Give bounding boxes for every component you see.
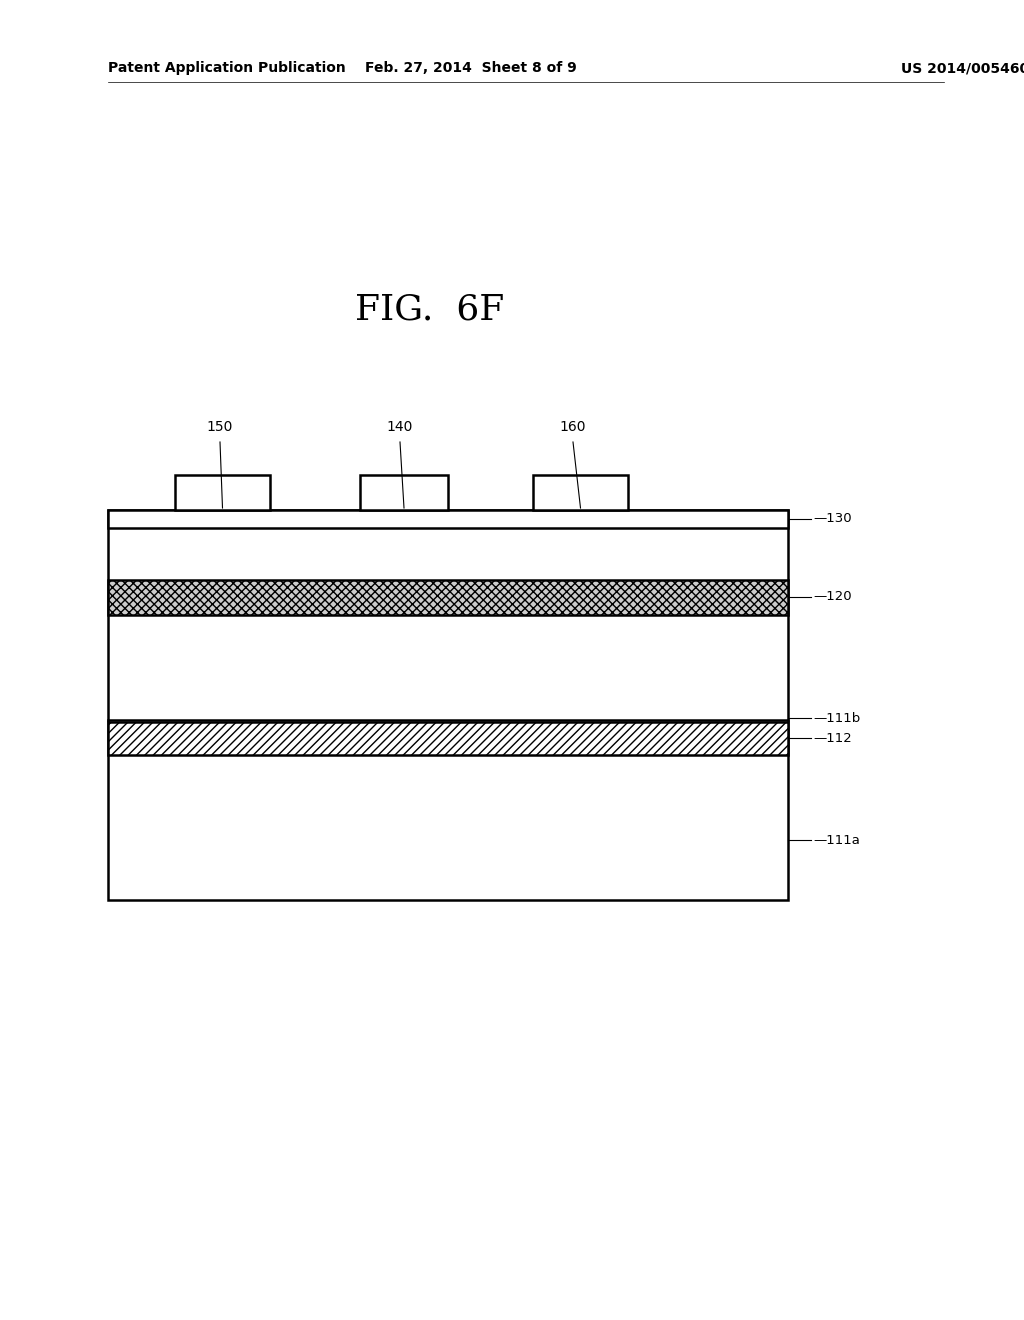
- Text: —120: —120: [813, 590, 852, 603]
- Bar: [108, 510, 788, 900]
- Text: —130: —130: [813, 512, 852, 525]
- Text: Feb. 27, 2014  Sheet 8 of 9: Feb. 27, 2014 Sheet 8 of 9: [366, 61, 577, 75]
- Text: —111a: —111a: [813, 833, 860, 846]
- Text: Patent Application Publication: Patent Application Publication: [108, 61, 346, 75]
- Text: —111b: —111b: [813, 711, 860, 725]
- Bar: [360, 475, 449, 510]
- Text: 150: 150: [207, 420, 233, 434]
- Bar: [175, 475, 270, 510]
- Bar: [108, 722, 788, 755]
- Bar: [108, 510, 788, 528]
- Text: —112: —112: [813, 731, 852, 744]
- Text: 160: 160: [560, 420, 587, 434]
- Text: 140: 140: [387, 420, 414, 434]
- Text: US 2014/0054600 A1: US 2014/0054600 A1: [901, 61, 1024, 75]
- Bar: [534, 475, 628, 510]
- Text: FIG.  6F: FIG. 6F: [355, 293, 505, 327]
- Bar: [108, 579, 788, 615]
